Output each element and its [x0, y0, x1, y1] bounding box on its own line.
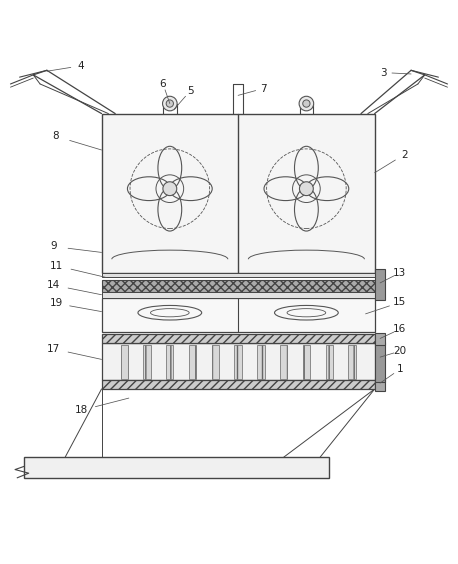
Text: 19: 19 — [49, 298, 63, 309]
Bar — [102, 280, 375, 292]
Text: 3: 3 — [381, 68, 387, 78]
Text: 20: 20 — [393, 346, 406, 356]
Bar — [189, 345, 196, 378]
Text: 9: 9 — [50, 241, 57, 252]
Text: 5: 5 — [187, 86, 194, 96]
Bar — [102, 380, 375, 389]
Bar — [102, 292, 375, 298]
Text: 14: 14 — [47, 280, 60, 290]
Bar — [303, 345, 310, 378]
Bar — [280, 345, 287, 378]
Bar — [166, 345, 174, 378]
Bar — [375, 269, 385, 299]
Text: 1: 1 — [396, 364, 403, 374]
Text: 11: 11 — [49, 261, 63, 271]
Circle shape — [166, 100, 174, 107]
Bar — [102, 334, 375, 343]
Text: 2: 2 — [401, 149, 408, 160]
Bar — [102, 113, 375, 273]
Circle shape — [163, 96, 177, 111]
Text: 4: 4 — [78, 61, 84, 70]
Text: 8: 8 — [53, 131, 60, 142]
Text: 6: 6 — [160, 79, 166, 89]
Bar — [375, 342, 385, 382]
Text: 7: 7 — [260, 83, 267, 94]
Text: 18: 18 — [75, 406, 87, 415]
Bar — [326, 345, 333, 378]
Bar — [143, 345, 151, 378]
Bar — [234, 345, 242, 378]
Circle shape — [163, 182, 177, 196]
Text: 17: 17 — [47, 344, 60, 354]
Text: 13: 13 — [393, 268, 406, 278]
Bar — [257, 345, 265, 378]
Bar — [212, 345, 219, 378]
Circle shape — [299, 96, 314, 111]
Circle shape — [300, 182, 313, 196]
Bar — [102, 343, 375, 380]
Bar — [375, 378, 385, 391]
Bar — [102, 273, 375, 276]
Text: 15: 15 — [393, 297, 406, 307]
Bar — [102, 298, 375, 332]
Bar — [375, 333, 385, 345]
Text: 16: 16 — [393, 324, 406, 334]
Bar — [120, 345, 128, 378]
Circle shape — [303, 100, 310, 107]
Bar — [348, 345, 355, 378]
Bar — [24, 457, 329, 478]
